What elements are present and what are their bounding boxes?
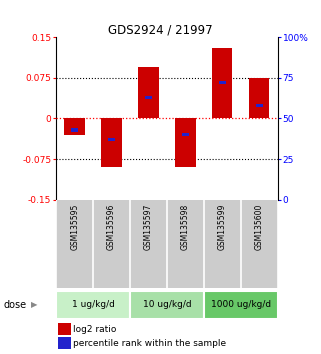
Bar	[130, 291, 204, 319]
Bar	[175, 119, 195, 167]
Bar	[71, 128, 78, 132]
Text: log2 ratio: log2 ratio	[73, 325, 116, 334]
Text: GSM135595: GSM135595	[70, 203, 79, 250]
Bar	[145, 96, 152, 99]
Text: GSM135599: GSM135599	[218, 203, 227, 250]
Text: GSM135596: GSM135596	[107, 203, 116, 250]
Bar	[212, 48, 232, 119]
Text: GSM135597: GSM135597	[144, 203, 153, 250]
Text: GSM135598: GSM135598	[181, 203, 190, 250]
Bar	[219, 81, 226, 85]
Text: 1000 ug/kg/d: 1000 ug/kg/d	[211, 300, 271, 309]
Bar	[56, 291, 130, 319]
Bar	[108, 138, 115, 141]
Bar	[138, 67, 159, 119]
Text: GSM135600: GSM135600	[255, 203, 264, 250]
Bar	[65, 119, 85, 135]
Bar	[58, 337, 71, 349]
Text: 1 ug/kg/d: 1 ug/kg/d	[72, 300, 115, 309]
Bar	[256, 104, 263, 107]
Text: ▶: ▶	[30, 300, 37, 309]
Text: 10 ug/kg/d: 10 ug/kg/d	[143, 300, 191, 309]
Bar	[204, 291, 278, 319]
Text: percentile rank within the sample: percentile rank within the sample	[73, 338, 226, 348]
Bar	[101, 119, 122, 167]
Bar	[58, 323, 71, 335]
Text: dose: dose	[3, 299, 26, 310]
Bar	[182, 133, 189, 137]
Bar	[249, 78, 269, 119]
Text: GDS2924 / 21997: GDS2924 / 21997	[108, 23, 213, 36]
